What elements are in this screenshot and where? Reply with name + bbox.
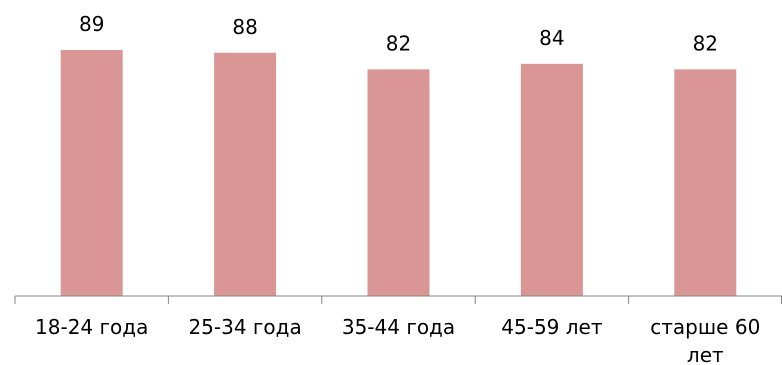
- bar: [367, 69, 430, 296]
- category-labels-layer: 18-24 года 25-34 года 35-44 года 45-59 лет с…: [35, 315, 760, 365]
- category-label: 45-59 лет: [501, 315, 603, 339]
- data-label: 82: [386, 31, 411, 55]
- bar: [674, 69, 737, 296]
- category-label: 18-24 года: [35, 315, 148, 339]
- bars-layer: [60, 50, 737, 297]
- category-label: 25-34 года: [188, 315, 301, 339]
- category-label: старше 60: [650, 315, 760, 339]
- bar: [60, 50, 123, 296]
- data-labels-layer: 89 88 82 84 82: [79, 12, 718, 55]
- data-label: 82: [693, 31, 718, 55]
- bar: [520, 63, 583, 297]
- x-axis: [14, 295, 782, 304]
- data-label: 89: [79, 12, 104, 36]
- data-label: 84: [539, 26, 564, 50]
- category-label: 35-44 года: [342, 315, 455, 339]
- category-label: лет: [687, 343, 724, 365]
- data-label: 88: [232, 15, 257, 39]
- bar: [214, 52, 277, 297]
